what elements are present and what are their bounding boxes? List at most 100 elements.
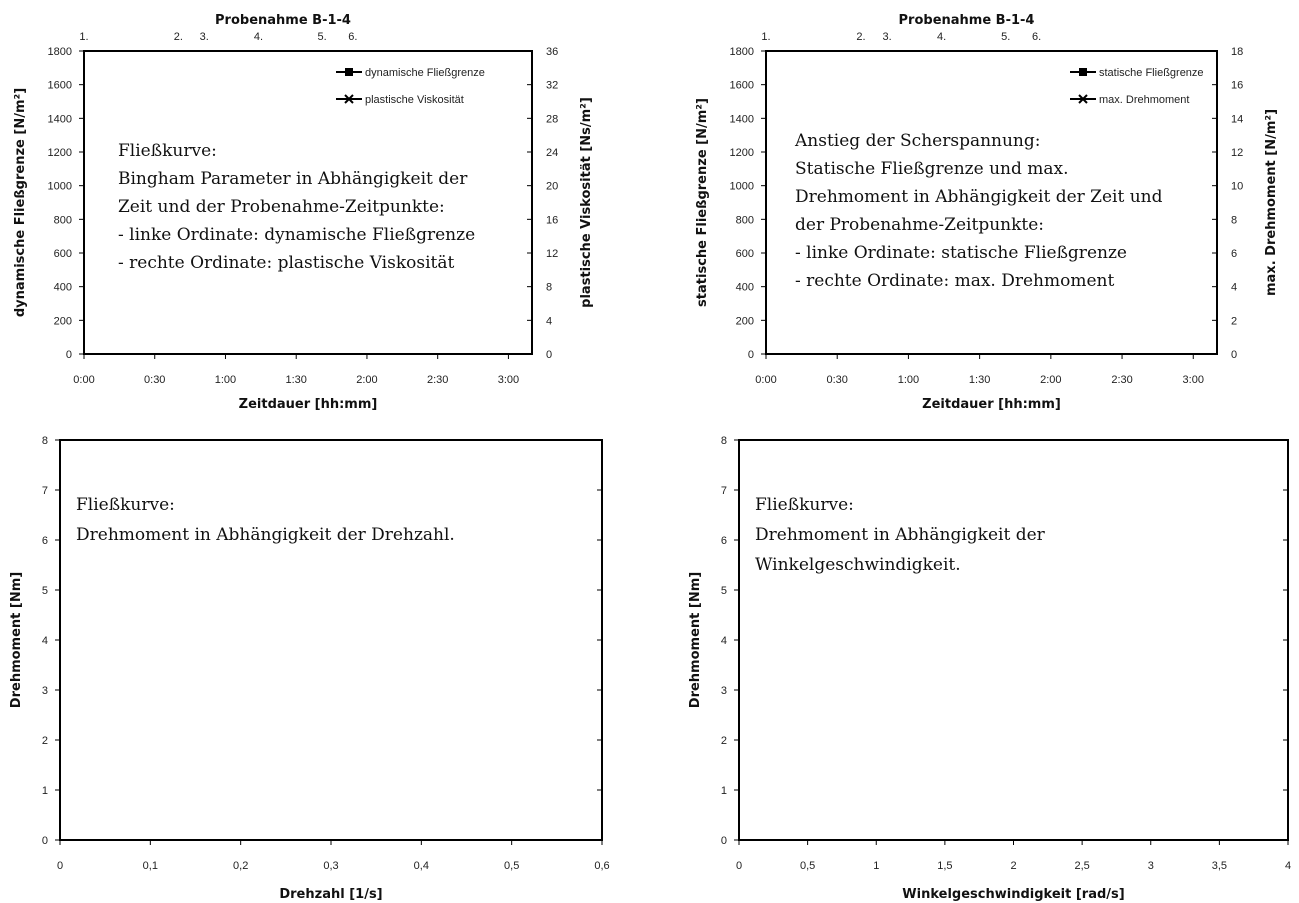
y-tick-label: 7 xyxy=(721,485,727,497)
legend-label: dynamische Fließgrenze xyxy=(365,67,485,79)
y-tick-label: 0 xyxy=(42,835,48,847)
sampling-mark-label: 3. xyxy=(200,31,209,43)
annotation-line: Winkelgeschwindigkeit. xyxy=(755,555,961,575)
y-tick-label: 1 xyxy=(42,785,48,797)
chart-1: 0 200 400 600 800 1000 1200 1400 1600 1800 0 4 8 12 16… xyxy=(13,13,594,412)
y2-tick-label: 12 xyxy=(1231,147,1243,159)
annotation-line: Fließkurve: xyxy=(118,141,217,161)
y-axis-title: dynamische Fließgrenze [N/m²] xyxy=(13,88,28,317)
annotation-line: Anstieg der Scherspannung: xyxy=(794,131,1041,151)
x-tick-label: 0,4 xyxy=(414,860,429,872)
x-tick-label: 0,3 xyxy=(323,860,338,872)
sampling-mark-label: 5. xyxy=(1001,31,1010,43)
annotation-line: Bingham Parameter in Abhängigkeit der xyxy=(118,169,468,189)
x-tick-label: 0,1 xyxy=(143,860,158,872)
y-tick-label: 3 xyxy=(721,685,727,697)
y2-tick-label: 2 xyxy=(1231,315,1237,327)
y-tick-label: 800 xyxy=(736,214,754,226)
x-tick-label: 3:00 xyxy=(498,374,519,386)
x-axis-title: Zeitdauer [hh:mm] xyxy=(922,397,1061,412)
x-tick-label: 1:30 xyxy=(285,374,306,386)
x-tick-label: 1,5 xyxy=(937,860,952,872)
chart-title: Probenahme B-1-4 xyxy=(899,13,1035,28)
sampling-mark-label: 2. xyxy=(856,31,865,43)
annotation-line: der Probenahme-Zeitpunkte: xyxy=(795,215,1044,235)
x-tick-label: 2,5 xyxy=(1074,860,1089,872)
y-axis-title: Drehmoment [Nm] xyxy=(9,572,24,708)
y-tick-label: 600 xyxy=(54,248,72,260)
legend-label: statische Fließgrenze xyxy=(1099,67,1204,79)
x-tick-label: 1 xyxy=(873,860,879,872)
x-tick-label: 0:30 xyxy=(826,374,847,386)
chart-2: 0 200 400 600 800 1000 1200 1400 1600 1800 0 2 4 6 8 10… xyxy=(695,13,1279,412)
legend-label: max. Drehmoment xyxy=(1099,94,1189,106)
y-tick-label: 400 xyxy=(54,282,72,294)
y-tick-label: 0 xyxy=(721,835,727,847)
x-tick-label: 2:00 xyxy=(356,374,377,386)
y-tick-label: 1800 xyxy=(48,46,72,58)
annotation-line: - rechte Ordinate: plastische Viskosität xyxy=(118,253,454,273)
y-tick-label: 2 xyxy=(721,735,727,747)
y-tick-label: 1600 xyxy=(730,80,754,92)
x-tick-label: 3 xyxy=(1148,860,1154,872)
x-tick-label: 0 xyxy=(57,860,63,872)
legend-marker-x xyxy=(344,94,354,104)
x-tick-label: 1:00 xyxy=(898,374,919,386)
y-axis-title: Drehmoment [Nm] xyxy=(688,572,703,708)
x-axis-title: Zeitdauer [hh:mm] xyxy=(239,397,378,412)
x-tick-label: 0,2 xyxy=(233,860,248,872)
chart-title: Probenahme B-1-4 xyxy=(215,13,351,28)
y2-tick-label: 4 xyxy=(546,315,552,327)
y-tick-label: 600 xyxy=(736,248,754,260)
x-axis-title: Winkelgeschwindigkeit [rad/s] xyxy=(902,887,1124,902)
y2-tick-label: 0 xyxy=(546,349,552,361)
y-tick-label: 0 xyxy=(66,349,72,361)
y-tick-label: 1400 xyxy=(730,113,754,125)
legend-marker-square xyxy=(1079,68,1087,76)
legend-label: plastische Viskosität xyxy=(365,94,464,106)
y-tick-label: 3 xyxy=(42,685,48,697)
sampling-mark-label: 4. xyxy=(937,31,946,43)
y2-axis-title: plastische Viskosität [Ns/m²] xyxy=(579,97,594,308)
legend-marker-x xyxy=(1078,94,1088,104)
annotation-line: - rechte Ordinate: max. Drehmoment xyxy=(795,271,1114,291)
y2-tick-label: 32 xyxy=(546,80,558,92)
x-tick-label: 3:00 xyxy=(1183,374,1204,386)
y-tick-label: 7 xyxy=(42,485,48,497)
y2-tick-label: 28 xyxy=(546,113,558,125)
y2-tick-label: 24 xyxy=(546,147,558,159)
y-tick-label: 400 xyxy=(736,282,754,294)
y2-tick-label: 18 xyxy=(1231,46,1243,58)
annotation-line: - linke Ordinate: statische Fließgrenze xyxy=(795,243,1127,263)
y-tick-label: 1200 xyxy=(48,147,72,159)
x-tick-label: 0,6 xyxy=(594,860,609,872)
y-tick-label: 0 xyxy=(748,349,754,361)
y2-tick-label: 12 xyxy=(546,248,558,260)
y-tick-label: 4 xyxy=(42,635,48,647)
y2-tick-label: 16 xyxy=(1231,80,1243,92)
y-tick-label: 4 xyxy=(721,635,727,647)
sampling-mark-label: 1. xyxy=(761,31,770,43)
y-tick-label: 6 xyxy=(42,535,48,547)
chart-4: 0 1 2 3 4 5 6 7 8 0 0,5 1 1,5 2 2,5 3 3,5 4 Winkelgeschwin… xyxy=(688,435,1291,902)
annotation-line: Drehmoment in Abhängigkeit der Drehzahl. xyxy=(76,525,455,545)
legend-entry: plastische Viskosität xyxy=(336,94,464,106)
y-tick-label: 5 xyxy=(42,585,48,597)
y2-tick-label: 4 xyxy=(1231,282,1237,294)
x-tick-label: 0,5 xyxy=(504,860,519,872)
y-tick-label: 1200 xyxy=(730,147,754,159)
legend-entry: statische Fließgrenze xyxy=(1070,67,1204,79)
y2-tick-label: 20 xyxy=(546,181,558,193)
y-tick-label: 1 xyxy=(721,785,727,797)
y-tick-label: 2 xyxy=(42,735,48,747)
y2-tick-label: 0 xyxy=(1231,349,1237,361)
y2-tick-label: 8 xyxy=(546,282,552,294)
y2-tick-label: 14 xyxy=(1231,113,1243,125)
annotation-line: - linke Ordinate: dynamische Fließgrenze xyxy=(118,225,475,245)
y2-tick-label: 6 xyxy=(1231,248,1237,260)
x-tick-label: 2:00 xyxy=(1040,374,1061,386)
y-axis-title: statische Fließgrenze [N/m²] xyxy=(695,98,710,307)
annotation-line: Statische Fließgrenze und max. xyxy=(795,159,1069,179)
y-tick-label: 200 xyxy=(736,315,754,327)
x-tick-label: 2:30 xyxy=(1111,374,1132,386)
